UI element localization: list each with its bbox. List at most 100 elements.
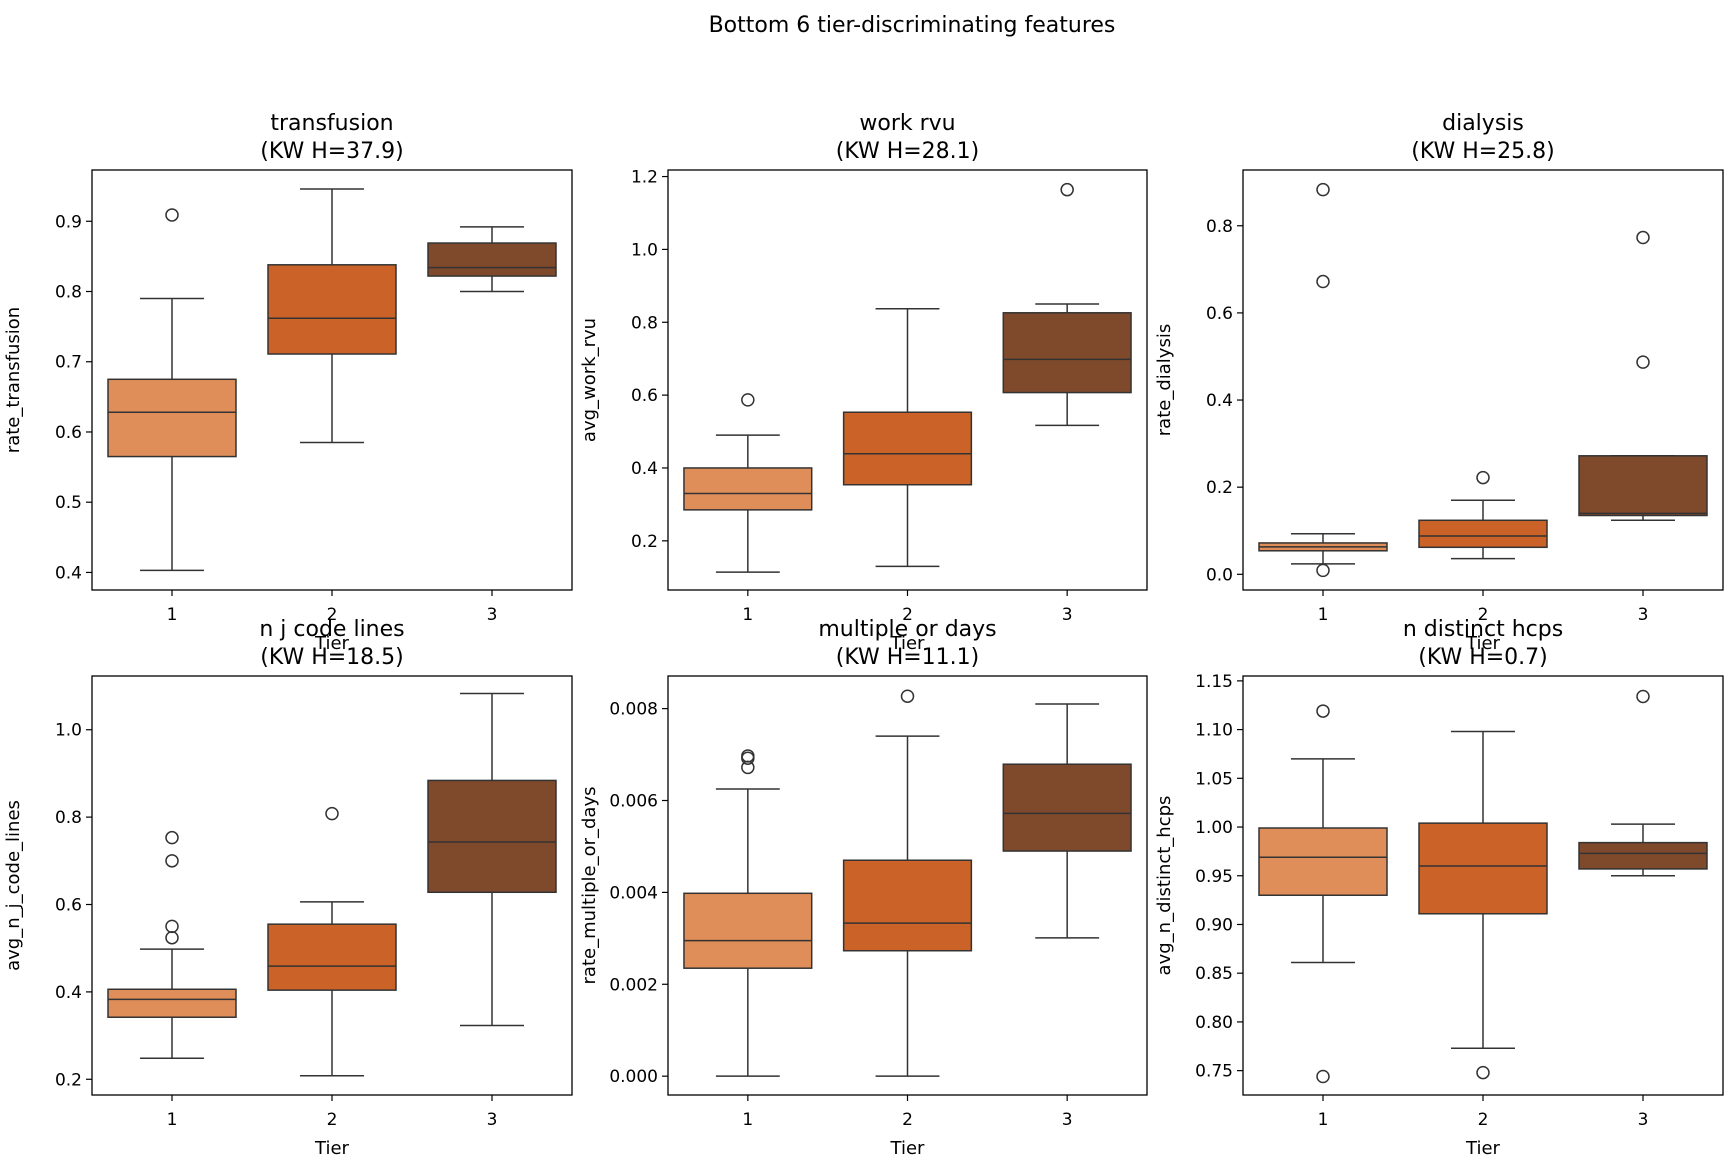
subplot-4: n j code lines (KW H=18.5) 0.2 0.4 0.6 0.8 1.0…	[3, 617, 573, 1159]
y-tick-label: 0.2	[55, 1070, 82, 1090]
outlier-point	[165, 208, 179, 222]
outlier-point	[1636, 230, 1650, 245]
y-tick-label: 0.90	[1195, 915, 1233, 935]
y-tick-label: 0.8	[631, 313, 658, 333]
outlier-point	[165, 854, 179, 868]
subplot-title: n j code lines	[259, 617, 404, 642]
axes-frame	[91, 169, 573, 591]
subplot-5: multiple or days (KW H=11.1) 0.000 0.002 0.0…	[579, 617, 1148, 1159]
x-tick-label: 2	[902, 1110, 913, 1130]
y-tick-label: 0.4	[631, 459, 658, 479]
x-axis-label: Tier	[314, 1138, 350, 1159]
x-axis-label: Tier	[314, 633, 350, 654]
outlier-point	[741, 393, 755, 407]
box-tier-1	[1258, 182, 1388, 578]
outlier-point	[1316, 563, 1330, 578]
box-tier-2	[1418, 470, 1548, 560]
x-tick-label: 2	[327, 1110, 338, 1130]
y-tick-label: 1.10	[1195, 721, 1233, 741]
box-iqr	[1418, 822, 1548, 915]
outlier-point	[1316, 704, 1330, 718]
outlier-point	[741, 749, 755, 763]
box-iqr	[267, 923, 397, 991]
subplot-title: multiple or days	[818, 617, 996, 642]
box-iqr	[842, 411, 973, 486]
y-tick-label: 1.0	[631, 240, 658, 260]
subplot-grid: transfusion (KW H=37.9) 0.4 0.5 0.6 0.7 0.8 0.9…	[3, 111, 1724, 1159]
x-tick-label: 3	[1638, 1110, 1649, 1130]
box-tier-3	[1002, 182, 1132, 427]
box-tier-2	[1418, 730, 1548, 1080]
box-iqr	[842, 859, 973, 952]
outlier-point	[1316, 1069, 1330, 1084]
outlier-point	[900, 689, 915, 703]
box-tier-2	[267, 806, 397, 1077]
y-tick-label: 0.6	[1206, 304, 1233, 324]
y-tick-label: 1.2	[631, 168, 658, 188]
box-iqr	[1418, 519, 1548, 549]
outlier-point	[1060, 182, 1074, 197]
y-tick-label: 0.95	[1195, 867, 1233, 887]
box-tier-3	[1578, 689, 1708, 877]
subplot-title: n distinct hcps	[1403, 617, 1563, 642]
y-tick-label: 0.000	[609, 1067, 658, 1087]
y-tick-label: 0.8	[55, 283, 82, 303]
subplot-title: work rvu	[859, 111, 955, 136]
outlier-point	[1316, 182, 1330, 197]
x-tick-label: 2	[1478, 605, 1489, 625]
y-tick-label: 0.002	[609, 975, 658, 995]
axes-frame	[667, 169, 1148, 591]
box-tier-1	[1258, 704, 1388, 1084]
subplot-title: dialysis	[1442, 111, 1524, 136]
box-tier-1	[107, 830, 237, 1060]
subplot-1: transfusion (KW H=37.9) 0.4 0.5 0.6 0.7 0.8 0.9…	[3, 111, 573, 654]
y-tick-label: 1.05	[1195, 769, 1233, 789]
box-iqr	[1258, 827, 1388, 896]
axes-frame	[91, 675, 573, 1096]
x-tick-label: 1	[167, 605, 178, 625]
subplot-2: work rvu (KW H=28.1) 0.2 0.4 0.6 0.8 1.0 1.2 1 2 3…	[579, 111, 1148, 654]
x-tick-label: 1	[1318, 1110, 1329, 1130]
box-tier-3	[427, 226, 557, 293]
box-iqr	[1002, 763, 1132, 852]
subplot-subtitle: (KW H=18.5)	[260, 645, 404, 670]
y-tick-label: 0.2	[1206, 478, 1233, 498]
y-tick-label: 0.6	[55, 896, 82, 916]
y-tick-label: 0.4	[1206, 391, 1233, 411]
x-tick-label: 2	[327, 605, 338, 625]
box-iqr	[267, 264, 397, 355]
axes-frame	[667, 675, 1148, 1096]
box-tier-2	[842, 308, 973, 568]
y-tick-label: 0.4	[55, 563, 82, 583]
y-tick-label: 0.6	[55, 423, 82, 443]
box-iqr	[1578, 841, 1708, 870]
box-tier-3	[427, 692, 557, 1027]
y-tick-label: 0.9	[55, 212, 82, 232]
box-tier-1	[683, 749, 813, 1077]
x-tick-label: 2	[902, 605, 913, 625]
subplot-3: dialysis (KW H=25.8) 0.0 0.2 0.4 0.6 0.8 1 2 3 Tie…	[1154, 111, 1724, 654]
y-tick-label: 0.85	[1195, 964, 1233, 984]
subplot-subtitle: (KW H=0.7)	[1418, 645, 1548, 670]
box-iqr	[107, 988, 237, 1018]
x-tick-label: 3	[1638, 605, 1649, 625]
y-axis-label: rate_dialysis	[1154, 324, 1175, 436]
y-tick-label: 0.75	[1195, 1062, 1233, 1082]
y-tick-label: 0.80	[1195, 1013, 1233, 1033]
box-iqr	[683, 467, 813, 511]
y-axis-label: avg_n_j_code_lines	[3, 800, 24, 971]
box-tier-3	[1578, 230, 1708, 522]
y-tick-label: 0.5	[55, 493, 82, 513]
outlier-point	[1636, 355, 1650, 369]
outlier-point	[325, 806, 339, 821]
y-axis-label: rate_transfusion	[3, 307, 24, 453]
x-tick-label: 3	[1062, 1110, 1073, 1130]
subplot-title: transfusion	[270, 111, 393, 136]
y-tick-label: 0.8	[55, 808, 82, 828]
subplot-6: n distinct hcps (KW H=0.7) 0.75 0.80 0.85 0.9…	[1154, 617, 1724, 1159]
axes-frame	[1242, 169, 1724, 591]
y-tick-label: 0.004	[609, 883, 658, 903]
y-axis-label: rate_multiple_or_days	[579, 787, 600, 985]
x-axis-label: Tier	[1465, 633, 1501, 654]
